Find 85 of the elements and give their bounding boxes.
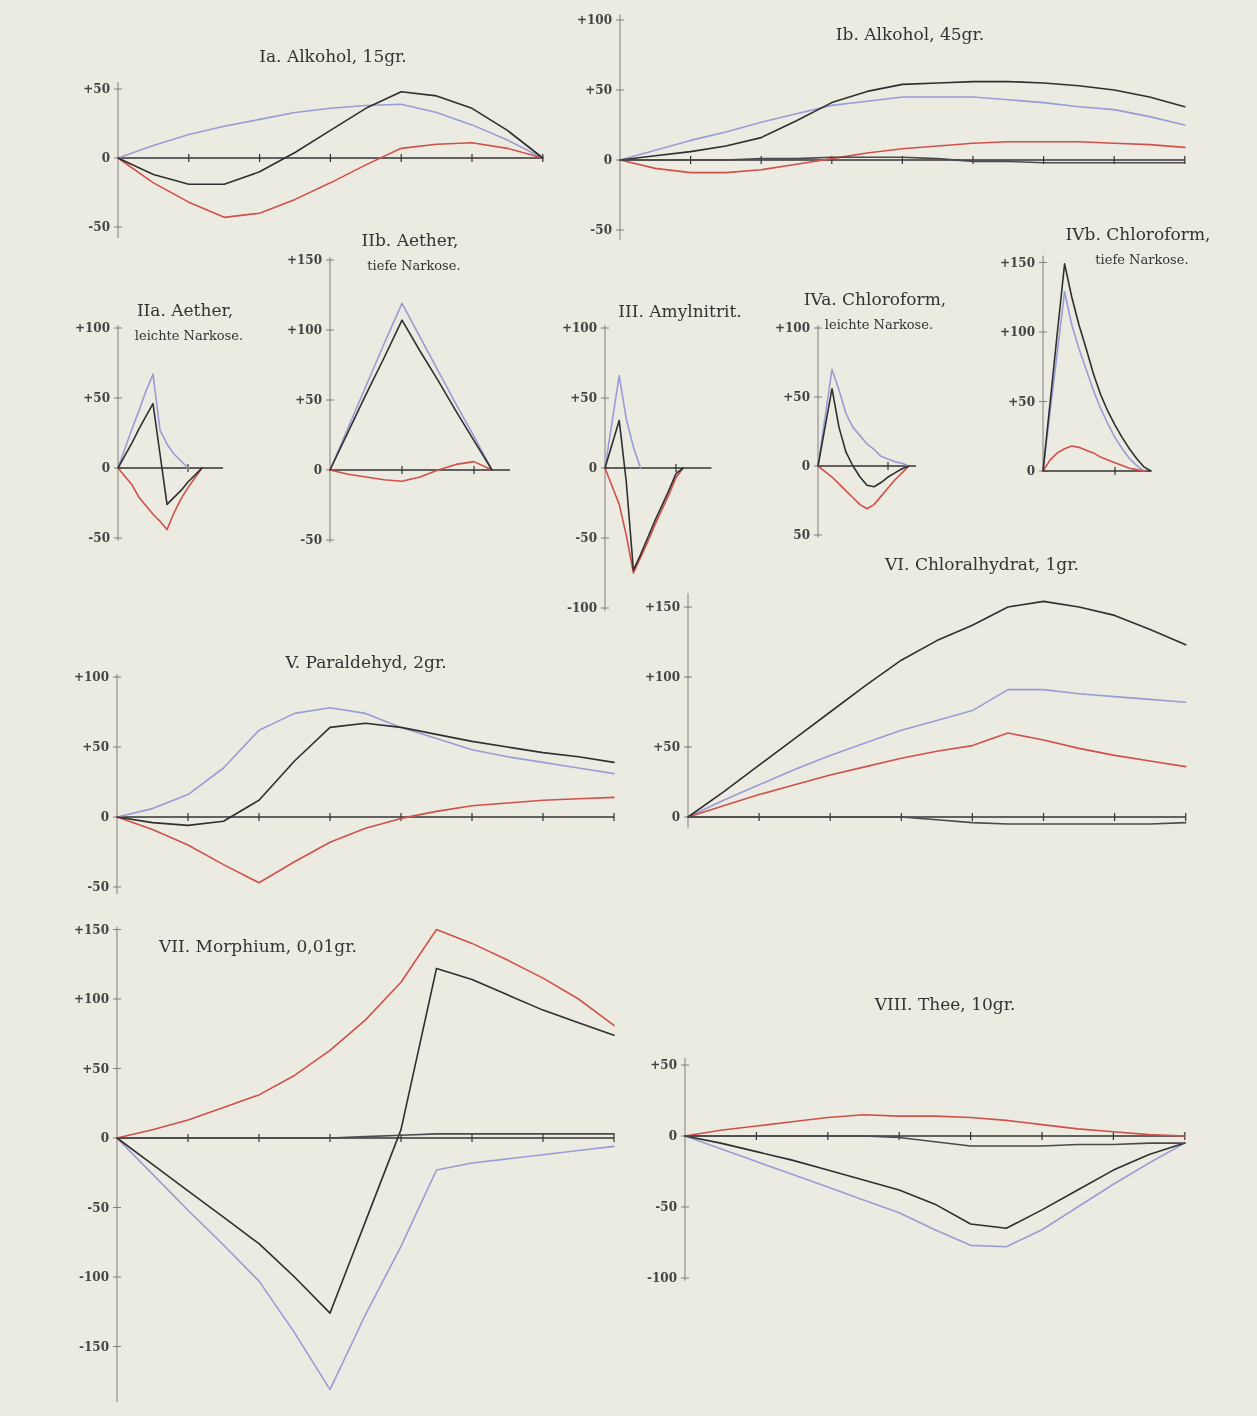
- chart-title: IVa. Chloroform,: [803, 289, 947, 309]
- y-tick-label: 0: [801, 459, 810, 474]
- y-tick-label: +50: [83, 82, 110, 97]
- y-tick-label: +100: [999, 325, 1035, 340]
- line-series: [117, 373, 189, 469]
- y-tick-label: 0: [100, 810, 109, 825]
- y-tick-label: +100: [73, 670, 109, 685]
- chart-subtitle: leichte Narkose.: [134, 328, 244, 343]
- y-tick-label: +150: [286, 253, 322, 268]
- line-series: [1042, 290, 1145, 472]
- line-series: [116, 796, 615, 884]
- text: VII. Morphium, 0,01gr.: [158, 936, 357, 956]
- chart-subtitle: tiefe Narkose.: [367, 258, 461, 273]
- y-tick-label: -100: [78, 1270, 109, 1285]
- line-series: [116, 967, 615, 1314]
- y-tick-label: +50: [82, 1061, 109, 1076]
- chart-title: Ia. Alkohol, 15gr.: [259, 46, 407, 66]
- line-series: [619, 96, 1186, 161]
- y-tick-label: 0: [671, 810, 680, 825]
- line-series: [817, 368, 910, 467]
- y-tick-label: +100: [73, 992, 109, 1007]
- y-tick-label: -50: [655, 1200, 677, 1215]
- y-tick-label: -150: [78, 1339, 109, 1354]
- y-tick-label: -50: [300, 533, 322, 548]
- y-tick-label: 0: [313, 463, 322, 478]
- y-tick-label: +100: [286, 323, 322, 338]
- chart-title: VIII. Thee, 10gr.: [873, 994, 1016, 1014]
- line-series: [329, 460, 493, 482]
- y-tick-label: +150: [644, 600, 680, 615]
- y-tick-label: -50: [575, 531, 597, 546]
- y-tick-label: +50: [570, 391, 597, 406]
- line-series: [687, 816, 1187, 825]
- y-tick-label: +50: [1008, 394, 1035, 409]
- line-series: [117, 142, 544, 219]
- y-tick-label: +50: [82, 740, 109, 755]
- line-series: [1042, 263, 1152, 472]
- chart-title: V. Paraldehyd, 2gr.: [284, 652, 447, 672]
- y-tick-label: +150: [999, 255, 1035, 270]
- y-tick-label: -100: [646, 1271, 677, 1286]
- chart-subtitle: leichte Narkose.: [824, 317, 934, 332]
- y-tick-label: +50: [653, 740, 680, 755]
- y-tick-label: +50: [585, 83, 612, 98]
- y-tick-label: 0: [588, 461, 597, 476]
- y-tick-label: -50: [590, 223, 612, 238]
- line-series: [116, 707, 615, 818]
- line-series: [684, 1135, 1186, 1147]
- line-series: [687, 600, 1187, 818]
- line-series: [117, 467, 203, 531]
- y-tick-label: +50: [783, 390, 810, 405]
- y-tick-label: +150: [73, 922, 109, 937]
- line-series: [116, 722, 615, 827]
- line-series: [604, 374, 642, 469]
- y-tick-label: -50: [88, 531, 110, 546]
- y-tick-label: +50: [295, 393, 322, 408]
- line-series: [817, 465, 910, 510]
- y-tick-label: -50: [87, 880, 109, 895]
- line-series: [684, 1135, 1186, 1248]
- y-tick-label: +100: [774, 321, 810, 336]
- chart-title: IVb. Chloroform,: [1065, 224, 1211, 244]
- y-tick-label: 0: [603, 153, 612, 168]
- y-tick-label: 0: [101, 151, 110, 166]
- y-tick-label: +100: [576, 13, 612, 28]
- y-tick-label: +50: [650, 1058, 677, 1073]
- y-tick-label: +100: [74, 321, 110, 336]
- y-tick-label: -50: [88, 220, 110, 235]
- chart-title: IIb. Aether,: [361, 230, 459, 250]
- y-tick-label: +100: [561, 321, 597, 336]
- text: Ib. Alkohol, 45gr.: [835, 24, 985, 44]
- y-tick-label: -100: [566, 601, 597, 616]
- y-tick-label: -50: [87, 1200, 109, 1215]
- y-tick-label: +100: [644, 670, 680, 685]
- chart-subtitle: tiefe Narkose.: [1095, 252, 1189, 267]
- chart-title: IIa. Aether,: [136, 300, 234, 320]
- y-tick-label: 0: [100, 1131, 109, 1146]
- line-series: [1042, 445, 1145, 472]
- line-series: [117, 90, 544, 186]
- line-series: [604, 467, 684, 574]
- chart-title: VI. Chloralhydrat, 1gr.: [884, 554, 1079, 574]
- y-tick-label: 50: [793, 528, 810, 543]
- y-tick-label: 0: [668, 1129, 677, 1144]
- y-tick-label: 0: [1026, 464, 1035, 479]
- y-tick-label: 0: [101, 461, 110, 476]
- chart-title: III. Amylnitrit.: [618, 301, 742, 321]
- line-series: [116, 1137, 615, 1391]
- y-tick-label: +50: [83, 391, 110, 406]
